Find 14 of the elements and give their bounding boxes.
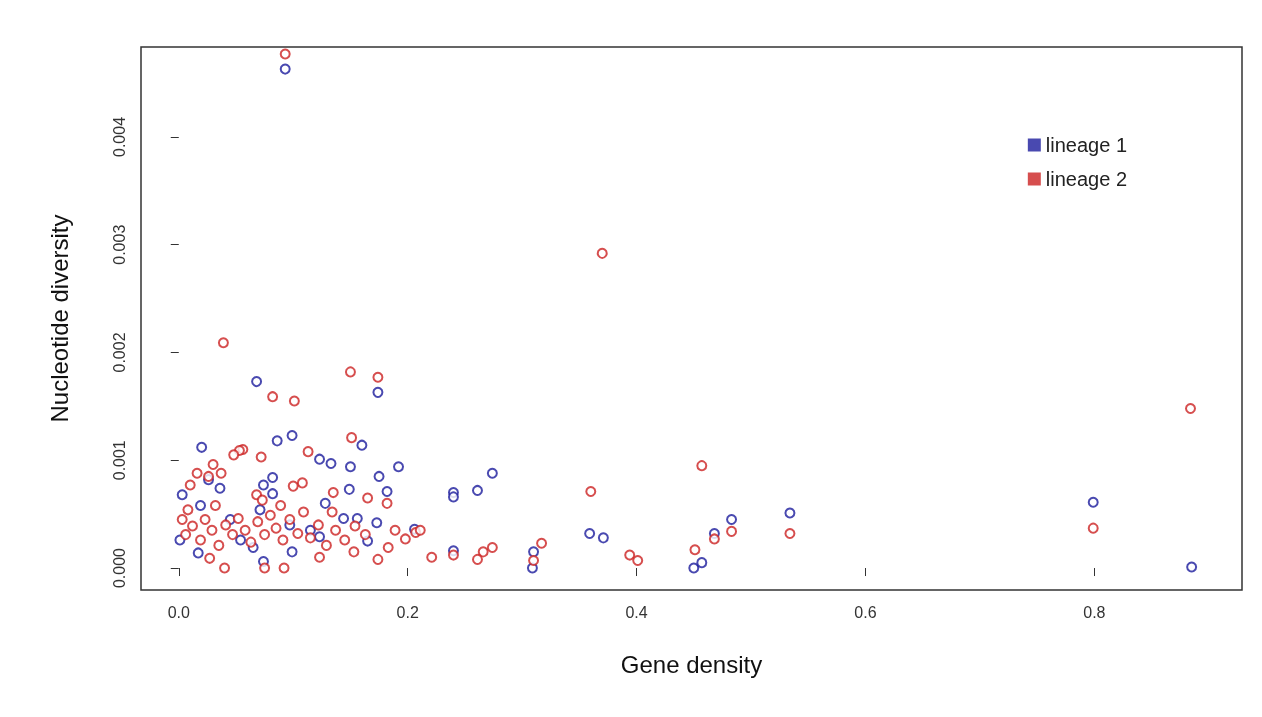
- x-tick-label: 0.8: [1083, 603, 1106, 621]
- y-tick-label: 0.001: [110, 440, 128, 481]
- y-axis-title: Nucleotide diversity: [45, 214, 73, 423]
- legend-label: lineage 1: [1045, 134, 1128, 156]
- y-tick-label: 0.003: [110, 224, 128, 265]
- legend-label: lineage 2: [1045, 168, 1128, 190]
- y-tick-label: 0.004: [110, 116, 128, 157]
- x-axis-title: Gene density: [620, 650, 763, 678]
- y-tick-label: 0.002: [110, 332, 128, 373]
- x-tick-label: 0.4: [625, 603, 648, 621]
- x-tick-label: 0.2: [396, 603, 419, 621]
- y-tick-label: 0.000: [110, 547, 128, 589]
- x-tick-label: 0.6: [854, 603, 877, 621]
- x-tick-label: 0.0: [167, 603, 190, 621]
